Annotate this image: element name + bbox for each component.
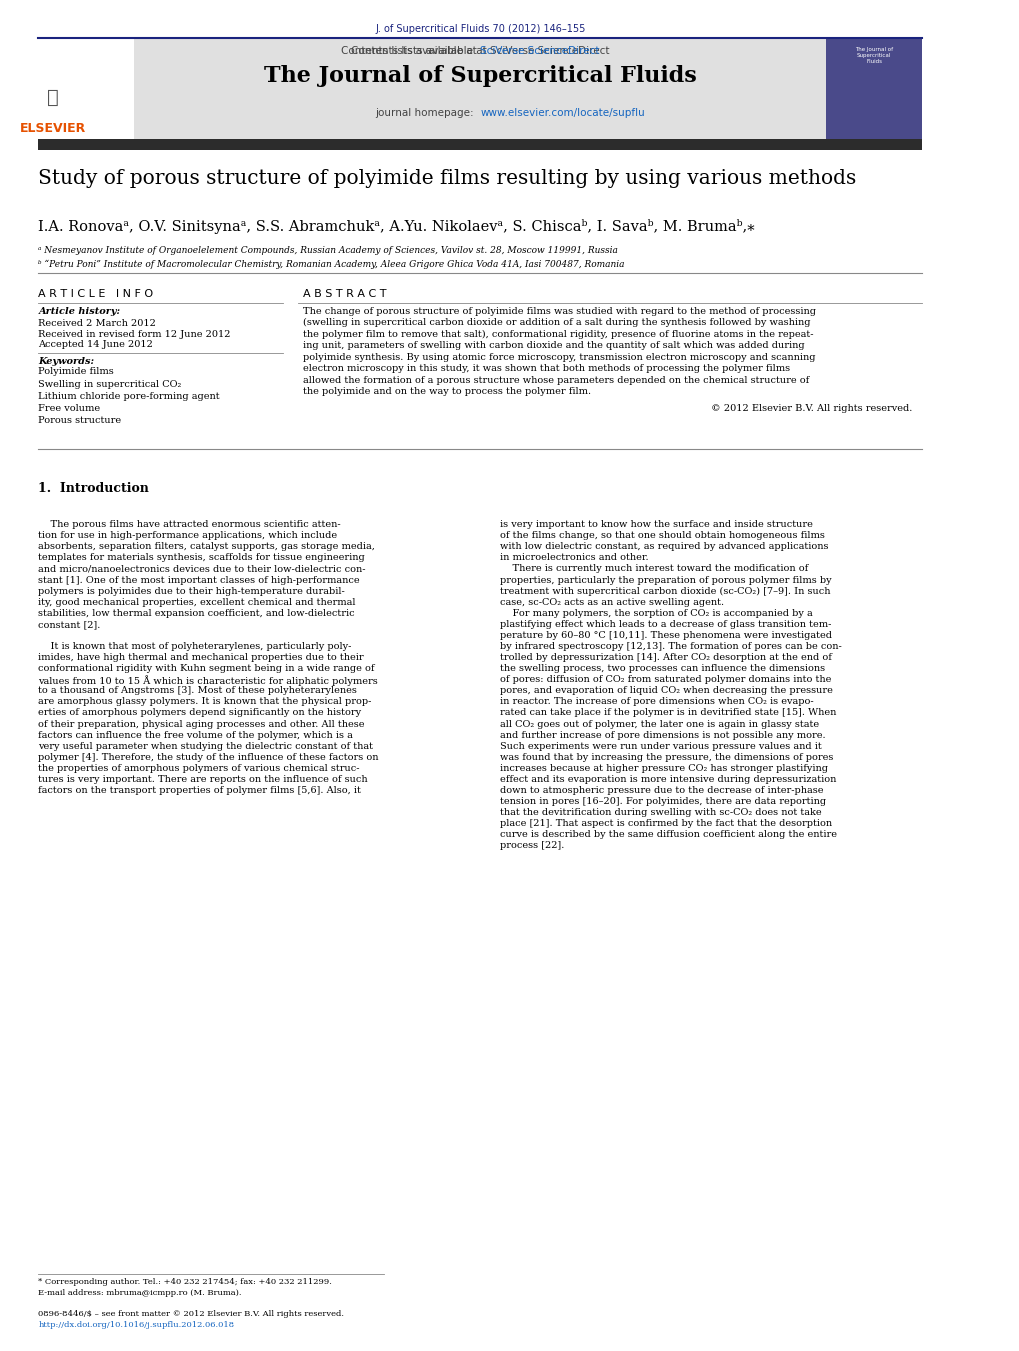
Text: A B S T R A C T: A B S T R A C T — [303, 289, 386, 299]
Text: 0896-8446/$ – see front matter © 2012 Elsevier B.V. All rights reserved.: 0896-8446/$ – see front matter © 2012 El… — [39, 1310, 344, 1319]
Text: and micro/nanoelectronics devices due to their low-dielectric con-: and micro/nanoelectronics devices due to… — [39, 565, 366, 573]
Text: that the devitrification during swelling with sc-CO₂ does not take: that the devitrification during swelling… — [499, 808, 820, 817]
Text: stabilities, low thermal expansion coefficient, and low-dielectric: stabilities, low thermal expansion coeff… — [39, 609, 355, 617]
Text: by infrared spectroscopy [12,13]. The formation of pores can be con-: by infrared spectroscopy [12,13]. The fo… — [499, 642, 841, 651]
Text: Free volume: Free volume — [39, 404, 101, 413]
Text: Received 2 March 2012: Received 2 March 2012 — [39, 319, 156, 328]
Text: the polymer film to remove that salt), conformational rigidity, presence of fluo: the polymer film to remove that salt), c… — [303, 330, 812, 339]
Text: Lithium chloride pore-forming agent: Lithium chloride pore-forming agent — [39, 392, 220, 401]
Text: The Journal of
Supercritical
Fluids: The Journal of Supercritical Fluids — [854, 47, 893, 63]
Text: There is currently much interest toward the modification of: There is currently much interest toward … — [499, 565, 807, 573]
Text: www.elsevier.com/locate/supflu: www.elsevier.com/locate/supflu — [480, 108, 644, 118]
Text: very useful parameter when studying the dielectric constant of that: very useful parameter when studying the … — [39, 742, 373, 751]
Text: effect and its evaporation is more intensive during depressurization: effect and its evaporation is more inten… — [499, 775, 836, 784]
Text: 1.  Introduction: 1. Introduction — [39, 482, 149, 496]
Text: Study of porous structure of polyimide films resulting by using various methods: Study of porous structure of polyimide f… — [39, 169, 856, 188]
Text: the properties of amorphous polymers of various chemical struc-: the properties of amorphous polymers of … — [39, 763, 360, 773]
Text: trolled by depressurization [14]. After CO₂ desorption at the end of: trolled by depressurization [14]. After … — [499, 653, 830, 662]
Text: polymer [4]. Therefore, the study of the influence of these factors on: polymer [4]. Therefore, the study of the… — [39, 753, 378, 762]
Text: ᵃ Nesmeyanov Institute of Organoelelement Compounds, Russian Academy of Sciences: ᵃ Nesmeyanov Institute of Organoelelemen… — [39, 246, 618, 255]
Text: Accepted 14 June 2012: Accepted 14 June 2012 — [39, 340, 153, 350]
Text: electron microscopy in this study, it was shown that both methods of processing : electron microscopy in this study, it wa… — [303, 363, 789, 373]
Text: 🌳: 🌳 — [47, 88, 59, 107]
Text: process [22].: process [22]. — [499, 842, 564, 850]
Text: the swelling process, two processes can influence the dimensions: the swelling process, two processes can … — [499, 665, 823, 673]
Text: and further increase of pore dimensions is not possible any more.: and further increase of pore dimensions … — [499, 731, 824, 739]
Text: erties of amorphous polymers depend significantly on the history: erties of amorphous polymers depend sign… — [39, 708, 361, 717]
Text: A R T I C L E   I N F O: A R T I C L E I N F O — [39, 289, 154, 299]
Text: of the films change, so that one should obtain homogeneous films: of the films change, so that one should … — [499, 531, 823, 540]
Bar — [39, 139, 921, 150]
Text: polyimide synthesis. By using atomic force microscopy, transmission electron mic: polyimide synthesis. By using atomic for… — [303, 353, 814, 362]
Text: tension in pores [16–20]. For polyimides, there are data reporting: tension in pores [16–20]. For polyimides… — [499, 797, 824, 807]
Text: journal homepage:: journal homepage: — [375, 108, 480, 118]
Text: pores, and evaporation of liquid CO₂ when decreasing the pressure: pores, and evaporation of liquid CO₂ whe… — [499, 686, 832, 696]
Text: of their preparation, physical aging processes and other. All these: of their preparation, physical aging pro… — [39, 720, 365, 728]
Text: Porous structure: Porous structure — [39, 416, 121, 426]
Text: ity, good mechanical properties, excellent chemical and thermal: ity, good mechanical properties, excelle… — [39, 597, 356, 607]
Text: are amorphous glassy polymers. It is known that the physical prop-: are amorphous glassy polymers. It is kno… — [39, 697, 372, 707]
Text: © 2012 Elsevier B.V. All rights reserved.: © 2012 Elsevier B.V. All rights reserved… — [710, 404, 912, 413]
Text: ing unit, parameters of swelling with carbon dioxide and the quantity of salt wh: ing unit, parameters of swelling with ca… — [303, 340, 803, 350]
Text: Article history:: Article history: — [39, 307, 120, 316]
Text: was found that by increasing the pressure, the dimensions of pores: was found that by increasing the pressur… — [499, 753, 833, 762]
Text: increases because at higher pressure CO₂ has stronger plastifying: increases because at higher pressure CO₂… — [499, 763, 826, 773]
Text: in reactor. The increase of pore dimensions when CO₂ is evapo-: in reactor. The increase of pore dimensi… — [499, 697, 812, 707]
Text: curve is described by the same diffusion coefficient along the entire: curve is described by the same diffusion… — [499, 831, 836, 839]
Text: tures is very important. There are reports on the influence of such: tures is very important. There are repor… — [39, 775, 368, 784]
Text: is very important to know how the surface and inside structure: is very important to know how the surfac… — [499, 520, 811, 530]
Text: For many polymers, the sorption of CO₂ is accompanied by a: For many polymers, the sorption of CO₂ i… — [499, 609, 811, 617]
Text: SciVerse ScienceDirect: SciVerse ScienceDirect — [480, 46, 599, 55]
Text: place [21]. That aspect is confirmed by the fact that the desorption: place [21]. That aspect is confirmed by … — [499, 819, 830, 828]
Text: in microelectronics and other.: in microelectronics and other. — [499, 554, 647, 562]
Text: factors on the transport properties of polymer films [5,6]. Also, it: factors on the transport properties of p… — [39, 786, 361, 794]
Text: Such experiments were run under various pressure values and it: Such experiments were run under various … — [499, 742, 820, 751]
Text: conformational rigidity with Kuhn segment being in a wide range of: conformational rigidity with Kuhn segmen… — [39, 665, 375, 673]
Text: tion for use in high-performance applications, which include: tion for use in high-performance applica… — [39, 531, 337, 540]
Text: absorbents, separation filters, catalyst supports, gas storage media,: absorbents, separation filters, catalyst… — [39, 542, 375, 551]
Text: of pores: diffusion of CO₂ from saturated polymer domains into the: of pores: diffusion of CO₂ from saturate… — [499, 676, 830, 684]
Text: E-mail address: mbruma@icmpp.ro (M. Bruma).: E-mail address: mbruma@icmpp.ro (M. Brum… — [39, 1289, 242, 1297]
Text: templates for materials synthesis, scaffolds for tissue engineering: templates for materials synthesis, scaff… — [39, 554, 365, 562]
Text: stant [1]. One of the most important classes of high-performance: stant [1]. One of the most important cla… — [39, 576, 360, 585]
Text: The Journal of Supercritical Fluids: The Journal of Supercritical Fluids — [264, 65, 696, 86]
Text: factors can influence the free volume of the polymer, which is a: factors can influence the free volume of… — [39, 731, 353, 739]
Text: Polyimide films: Polyimide films — [39, 367, 114, 377]
Text: It is known that most of polyheterarylenes, particularly poly-: It is known that most of polyheterarylen… — [39, 642, 352, 651]
Text: rated can take place if the polymer is in devitrified state [15]. When: rated can take place if the polymer is i… — [499, 708, 836, 717]
Text: plastifying effect which leads to a decrease of glass transition tem-: plastifying effect which leads to a decr… — [499, 620, 830, 628]
Text: Received in revised form 12 June 2012: Received in revised form 12 June 2012 — [39, 330, 230, 339]
Bar — [825, 38, 921, 142]
Text: ELSEVIER: ELSEVIER — [19, 122, 86, 135]
Text: (swelling in supercritical carbon dioxide or addition of a salt during the synth: (swelling in supercritical carbon dioxid… — [303, 319, 809, 327]
Text: down to atmospheric pressure due to the decrease of inter-phase: down to atmospheric pressure due to the … — [499, 786, 822, 794]
Text: The change of porous structure of polyimide films was studied with regard to the: The change of porous structure of polyim… — [303, 307, 815, 316]
Text: polymers is polyimides due to their high-temperature durabil-: polymers is polyimides due to their high… — [39, 586, 344, 596]
Text: allowed the formation of a porous structure whose parameters depended on the che: allowed the formation of a porous struct… — [303, 376, 808, 385]
Text: J. of Supercritical Fluids 70 (2012) 146–155: J. of Supercritical Fluids 70 (2012) 146… — [375, 24, 585, 34]
Text: perature by 60–80 °C [10,11]. These phenomena were investigated: perature by 60–80 °C [10,11]. These phen… — [499, 631, 830, 640]
Text: The porous films have attracted enormous scientific atten-: The porous films have attracted enormous… — [39, 520, 340, 530]
Bar — [39, 38, 135, 142]
Text: all CO₂ goes out of polymer, the later one is again in glassy state: all CO₂ goes out of polymer, the later o… — [499, 720, 818, 728]
Text: Keywords:: Keywords: — [39, 357, 95, 366]
Text: the polyimide and on the way to process the polymer film.: the polyimide and on the way to process … — [303, 386, 590, 396]
Text: case, sc-CO₂ acts as an active swelling agent.: case, sc-CO₂ acts as an active swelling … — [499, 597, 722, 607]
Text: constant [2].: constant [2]. — [39, 620, 101, 628]
Text: with low dielectric constant, as required by advanced applications: with low dielectric constant, as require… — [499, 542, 827, 551]
Text: Contents lists available at: Contents lists available at — [341, 46, 480, 55]
Text: Contents lists available at SciVerse ScienceDirect: Contents lists available at SciVerse Sci… — [351, 46, 609, 55]
Text: properties, particularly the preparation of porous polymer films by: properties, particularly the preparation… — [499, 576, 830, 585]
Text: http://dx.doi.org/10.1016/j.supflu.2012.06.018: http://dx.doi.org/10.1016/j.supflu.2012.… — [39, 1321, 234, 1329]
Text: imides, have high thermal and mechanical properties due to their: imides, have high thermal and mechanical… — [39, 653, 364, 662]
Text: treatment with supercritical carbon dioxide (sc-CO₂) [7–9]. In such: treatment with supercritical carbon diox… — [499, 586, 829, 596]
Text: * Corresponding author. Tel.: +40 232 217454; fax: +40 232 211299.: * Corresponding author. Tel.: +40 232 21… — [39, 1278, 332, 1286]
Text: I.A. Ronovaᵃ, O.V. Sinitsynaᵃ, S.S. Abramchukᵃ, A.Yu. Nikolaevᵃ, S. Chiscaᵇ, I. : I.A. Ronovaᵃ, O.V. Sinitsynaᵃ, S.S. Abra… — [39, 219, 754, 234]
Bar — [135, 38, 825, 142]
Text: Swelling in supercritical CO₂: Swelling in supercritical CO₂ — [39, 380, 181, 389]
Text: ᵇ “Petru Poni” Institute of Macromolecular Chemistry, Romanian Academy, Aleea Gr: ᵇ “Petru Poni” Institute of Macromolecul… — [39, 259, 625, 269]
Text: values from 10 to 15 Å which is characteristic for aliphatic polymers: values from 10 to 15 Å which is characte… — [39, 676, 378, 686]
Text: to a thousand of Angstroms [3]. Most of these polyheterarylenes: to a thousand of Angstroms [3]. Most of … — [39, 686, 357, 696]
